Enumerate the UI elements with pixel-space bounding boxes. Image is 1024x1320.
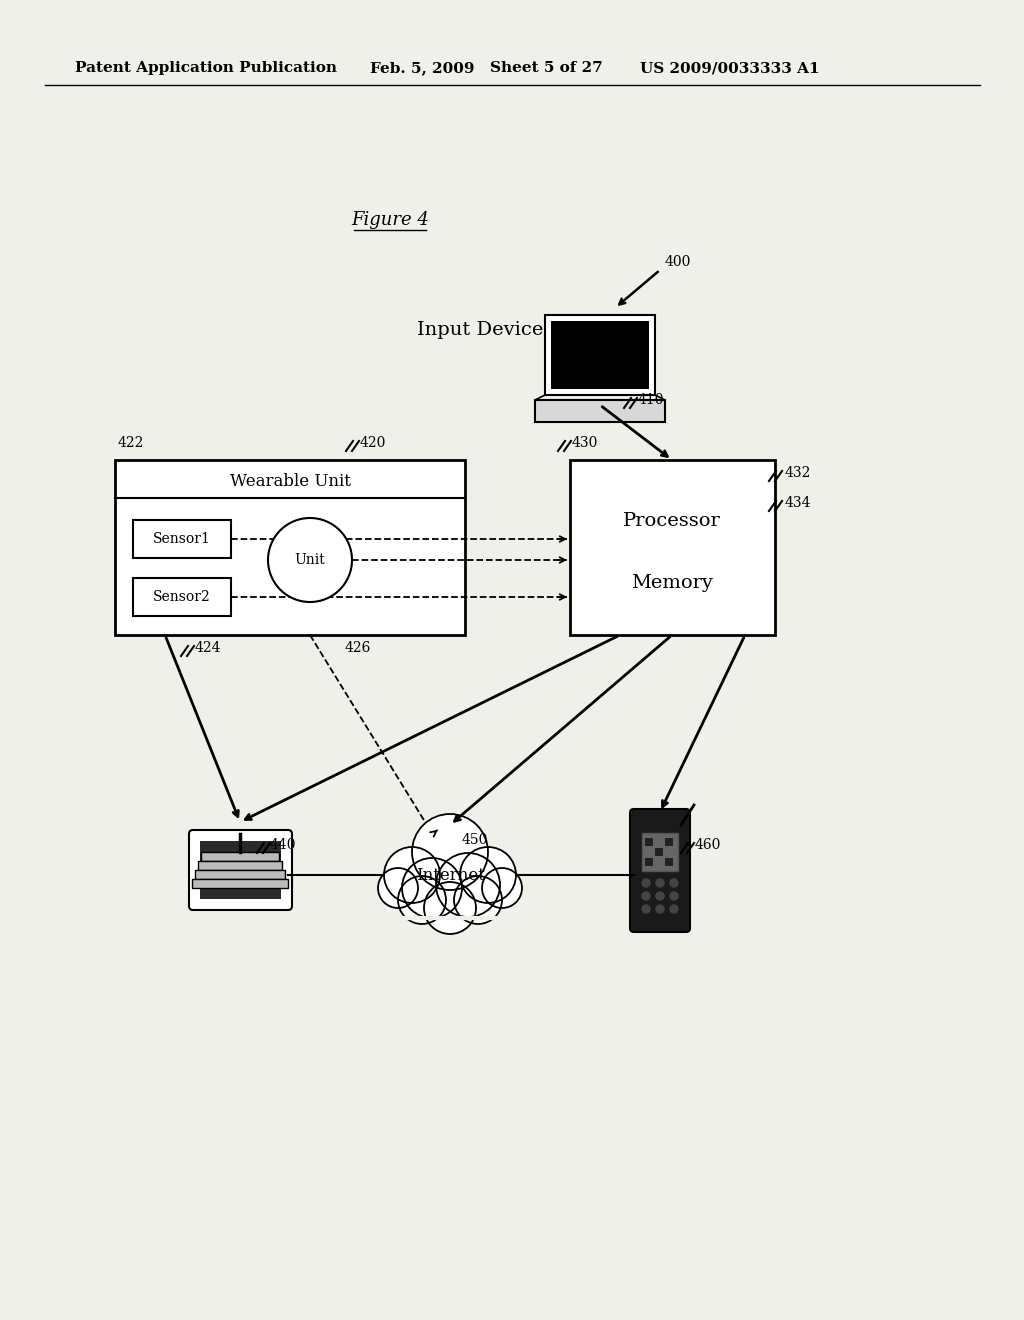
- Text: 434: 434: [785, 496, 811, 510]
- Text: Wearable Unit: Wearable Unit: [229, 474, 350, 491]
- Circle shape: [402, 858, 462, 917]
- Text: Sensor1: Sensor1: [153, 532, 211, 546]
- Text: 400: 400: [665, 255, 691, 269]
- Text: Memory: Memory: [631, 573, 713, 591]
- FancyBboxPatch shape: [201, 851, 279, 861]
- FancyBboxPatch shape: [189, 830, 292, 909]
- Text: Internet: Internet: [416, 866, 484, 883]
- FancyBboxPatch shape: [535, 400, 665, 422]
- FancyBboxPatch shape: [198, 861, 282, 870]
- FancyBboxPatch shape: [665, 838, 673, 846]
- FancyBboxPatch shape: [133, 578, 231, 616]
- Circle shape: [412, 814, 488, 890]
- FancyBboxPatch shape: [642, 833, 678, 871]
- FancyBboxPatch shape: [655, 847, 663, 855]
- Text: Feb. 5, 2009: Feb. 5, 2009: [370, 61, 474, 75]
- Text: 420: 420: [360, 436, 386, 450]
- Circle shape: [670, 906, 678, 913]
- Text: Input Device: Input Device: [417, 321, 543, 339]
- Circle shape: [436, 853, 500, 917]
- FancyBboxPatch shape: [630, 809, 690, 932]
- Circle shape: [656, 906, 664, 913]
- Text: 410: 410: [638, 393, 665, 407]
- Circle shape: [656, 892, 664, 900]
- FancyBboxPatch shape: [545, 315, 655, 395]
- Text: Patent Application Publication: Patent Application Publication: [75, 61, 337, 75]
- FancyBboxPatch shape: [645, 838, 653, 846]
- Circle shape: [642, 906, 650, 913]
- Text: 450: 450: [462, 833, 488, 847]
- Circle shape: [670, 879, 678, 887]
- Circle shape: [656, 879, 664, 887]
- Circle shape: [642, 879, 650, 887]
- Circle shape: [378, 869, 418, 908]
- FancyBboxPatch shape: [551, 321, 649, 389]
- Text: Figure 4: Figure 4: [351, 211, 429, 228]
- FancyBboxPatch shape: [193, 879, 288, 888]
- Text: 426: 426: [345, 642, 372, 655]
- Text: 422: 422: [118, 436, 144, 450]
- Circle shape: [398, 876, 446, 924]
- Text: 424: 424: [195, 642, 221, 655]
- Circle shape: [424, 882, 476, 935]
- Text: Sensor2: Sensor2: [154, 590, 211, 605]
- Text: 440: 440: [270, 838, 297, 851]
- FancyBboxPatch shape: [645, 858, 653, 866]
- Text: Unit: Unit: [295, 553, 326, 568]
- Circle shape: [384, 847, 440, 903]
- Text: US 2009/0033333 A1: US 2009/0033333 A1: [640, 61, 819, 75]
- FancyBboxPatch shape: [665, 858, 673, 866]
- Circle shape: [268, 517, 352, 602]
- Circle shape: [454, 876, 502, 924]
- FancyBboxPatch shape: [115, 459, 465, 635]
- Circle shape: [460, 847, 516, 903]
- FancyBboxPatch shape: [200, 841, 281, 899]
- Text: Sheet 5 of 27: Sheet 5 of 27: [490, 61, 603, 75]
- Text: 432: 432: [785, 466, 811, 480]
- Circle shape: [670, 892, 678, 900]
- FancyBboxPatch shape: [195, 870, 285, 879]
- Text: Processor: Processor: [624, 512, 721, 531]
- Text: 460: 460: [695, 838, 721, 851]
- Text: 430: 430: [572, 436, 598, 450]
- Circle shape: [482, 869, 522, 908]
- Circle shape: [642, 892, 650, 900]
- FancyBboxPatch shape: [570, 459, 775, 635]
- FancyBboxPatch shape: [133, 520, 231, 558]
